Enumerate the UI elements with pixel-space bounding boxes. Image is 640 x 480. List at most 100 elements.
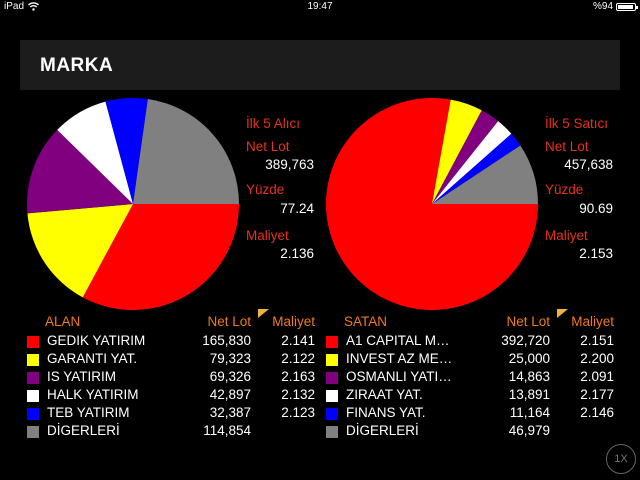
sellers-table-row[interactable]: DİGERLERİ 46,979 bbox=[326, 423, 616, 440]
color-swatch-icon bbox=[326, 408, 338, 420]
sellers-net-lot-label: Net Lot bbox=[545, 139, 589, 154]
device-name: iPad bbox=[4, 1, 25, 12]
sellers-column-net-lot[interactable]: Net Lot bbox=[506, 314, 550, 329]
cost-value: 2.091 bbox=[580, 369, 614, 384]
buyers-net-lot-label: Net Lot bbox=[246, 139, 290, 154]
sellers-table-row[interactable]: INVEST AZ ME… 25,000 2.200 bbox=[326, 351, 616, 368]
sellers-column-name: SATAN bbox=[344, 314, 388, 329]
buyers-pie-slice-6 bbox=[133, 99, 239, 204]
broker-name: FINANS YAT. bbox=[346, 405, 426, 420]
buyers-column-net-lot[interactable]: Net Lot bbox=[207, 314, 251, 329]
sellers-pie-chart bbox=[326, 98, 538, 310]
buyers-table-row[interactable]: GEDIK YATIRIM 165,830 2.141 bbox=[27, 333, 317, 350]
color-swatch-icon bbox=[27, 408, 39, 420]
color-swatch-icon bbox=[326, 390, 338, 402]
net-lot-value: 79,323 bbox=[209, 351, 251, 366]
sellers-table-row[interactable]: A1 CAPITAL M… 392,720 2.151 bbox=[326, 333, 616, 350]
status-bar: iPad 19:47 %94 bbox=[0, 0, 640, 14]
buyers-table-row[interactable]: GARANTI YAT. 79,323 2.122 bbox=[27, 351, 317, 368]
buyers-column-cost[interactable]: Maliyet bbox=[272, 314, 315, 329]
sellers-percent-label: Yüzde bbox=[545, 182, 584, 197]
broker-name: IS YATIRIM bbox=[47, 369, 117, 384]
buyers-net-lot-value: 389,763 bbox=[265, 157, 314, 172]
color-swatch-icon bbox=[27, 372, 39, 384]
net-lot-value: 25,000 bbox=[508, 351, 550, 366]
sellers-summary-title: İlk 5 Satıcı bbox=[545, 116, 609, 131]
sellers-cost-label: Maliyet bbox=[545, 228, 588, 243]
net-lot-value: 114,854 bbox=[203, 423, 251, 438]
cost-value: 2.177 bbox=[580, 387, 614, 402]
broker-name: ZIRAAT YAT. bbox=[346, 387, 423, 402]
net-lot-value: 13,891 bbox=[508, 387, 550, 402]
sellers-table-row[interactable]: ZIRAAT YAT. 13,891 2.177 bbox=[326, 387, 616, 404]
buyers-pie-slice-5 bbox=[105, 97, 148, 204]
sellers-table-row[interactable]: FINANS YAT. 11,164 2.146 bbox=[326, 405, 616, 422]
color-swatch-icon bbox=[27, 426, 39, 438]
color-swatch-icon bbox=[27, 354, 39, 366]
sort-indicator-icon bbox=[557, 309, 568, 318]
battery-icon bbox=[616, 2, 638, 11]
sellers-pie-slice-3 bbox=[432, 110, 499, 204]
buyers-table-row[interactable]: DİGERLERİ 114,854 bbox=[27, 423, 317, 440]
cost-value: 2.200 bbox=[580, 351, 614, 366]
net-lot-value: 46,979 bbox=[508, 423, 550, 438]
buyers-percent-value: 77.24 bbox=[280, 201, 314, 216]
buyers-table-row[interactable]: TEB YATIRIM 32,387 2.123 bbox=[27, 405, 317, 422]
buyers-percent-label: Yüzde bbox=[246, 182, 285, 197]
buyers-pie-slice-3 bbox=[26, 129, 133, 214]
sellers-table-row[interactable]: OSMANLI YATI… 14,863 2.091 bbox=[326, 369, 616, 386]
sellers-pie-slice-6 bbox=[432, 145, 538, 204]
battery-percent: %94 bbox=[592, 1, 613, 12]
net-lot-value: 392,720 bbox=[501, 333, 550, 348]
sellers-percent-value: 90.69 bbox=[579, 201, 613, 216]
color-swatch-icon bbox=[27, 390, 39, 402]
buyers-summary: İlk 5 Alıcı Net Lot 389,763 Yüzde 77.24 … bbox=[246, 116, 316, 266]
broker-name: INVEST AZ ME… bbox=[346, 351, 453, 366]
cost-value: 2.132 bbox=[281, 387, 315, 402]
sort-indicator-icon bbox=[258, 309, 269, 318]
broker-name: TEB YATIRIM bbox=[47, 405, 130, 420]
sellers-summary: İlk 5 Satıcı Net Lot 457,638 Yüzde 90.69… bbox=[545, 116, 615, 266]
clock: 19:47 bbox=[307, 1, 333, 12]
buyers-table-row[interactable]: IS YATIRIM 69,326 2.163 bbox=[27, 369, 317, 386]
buyers-column-name: ALAN bbox=[45, 314, 81, 329]
speed-button[interactable]: 1X bbox=[606, 444, 636, 474]
buyers-pie-slice-1 bbox=[82, 204, 240, 310]
buyers-table: ALAN Net Lot Maliyet GEDIK YATIRIM 165,83… bbox=[27, 309, 317, 444]
net-lot-value: 69,326 bbox=[209, 369, 251, 384]
broker-name: HALK YATIRIM bbox=[47, 387, 139, 402]
color-swatch-icon bbox=[326, 336, 338, 348]
net-lot-value: 165,830 bbox=[202, 333, 251, 348]
buyers-pie-slice-4 bbox=[57, 101, 133, 204]
buyers-pie-slice-2 bbox=[27, 204, 133, 298]
cost-value: 2.122 bbox=[281, 351, 315, 366]
net-lot-value: 32,387 bbox=[209, 405, 251, 420]
color-swatch-icon bbox=[27, 336, 39, 348]
broker-name: A1 CAPITAL M… bbox=[346, 333, 450, 348]
cost-value: 2.123 bbox=[281, 405, 315, 420]
cost-value: 2.151 bbox=[580, 333, 614, 348]
buyers-cost-value: 2.136 bbox=[280, 246, 314, 261]
wifi-icon bbox=[28, 2, 40, 11]
color-swatch-icon bbox=[326, 354, 338, 366]
cost-value: 2.146 bbox=[580, 405, 614, 420]
buyers-cost-label: Maliyet bbox=[246, 228, 289, 243]
net-lot-value: 11,164 bbox=[509, 405, 550, 420]
sellers-pie-slice-5 bbox=[432, 133, 521, 204]
sellers-column-cost[interactable]: Maliyet bbox=[571, 314, 614, 329]
page-title: MARKA bbox=[40, 55, 114, 76]
sellers-table: SATAN Net Lot Maliyet A1 CAPITAL M… 392,7… bbox=[326, 309, 616, 444]
sellers-pie-slice-2 bbox=[432, 99, 482, 204]
color-swatch-icon bbox=[326, 426, 338, 438]
color-swatch-icon bbox=[326, 372, 338, 384]
broker-name: DİGERLERİ bbox=[346, 423, 419, 438]
net-lot-value: 14,863 bbox=[508, 369, 550, 384]
buyers-table-row[interactable]: HALK YATIRIM 42,897 2.132 bbox=[27, 387, 317, 404]
broker-name: DİGERLERİ bbox=[47, 423, 120, 438]
broker-name: GEDIK YATIRIM bbox=[47, 333, 146, 348]
broker-name: OSMANLI YATI… bbox=[346, 369, 452, 384]
buyers-summary-title: İlk 5 Alıcı bbox=[246, 116, 301, 131]
sellers-pie-slice-4 bbox=[432, 121, 512, 204]
net-lot-value: 42,897 bbox=[209, 387, 251, 402]
cost-value: 2.141 bbox=[281, 333, 315, 348]
